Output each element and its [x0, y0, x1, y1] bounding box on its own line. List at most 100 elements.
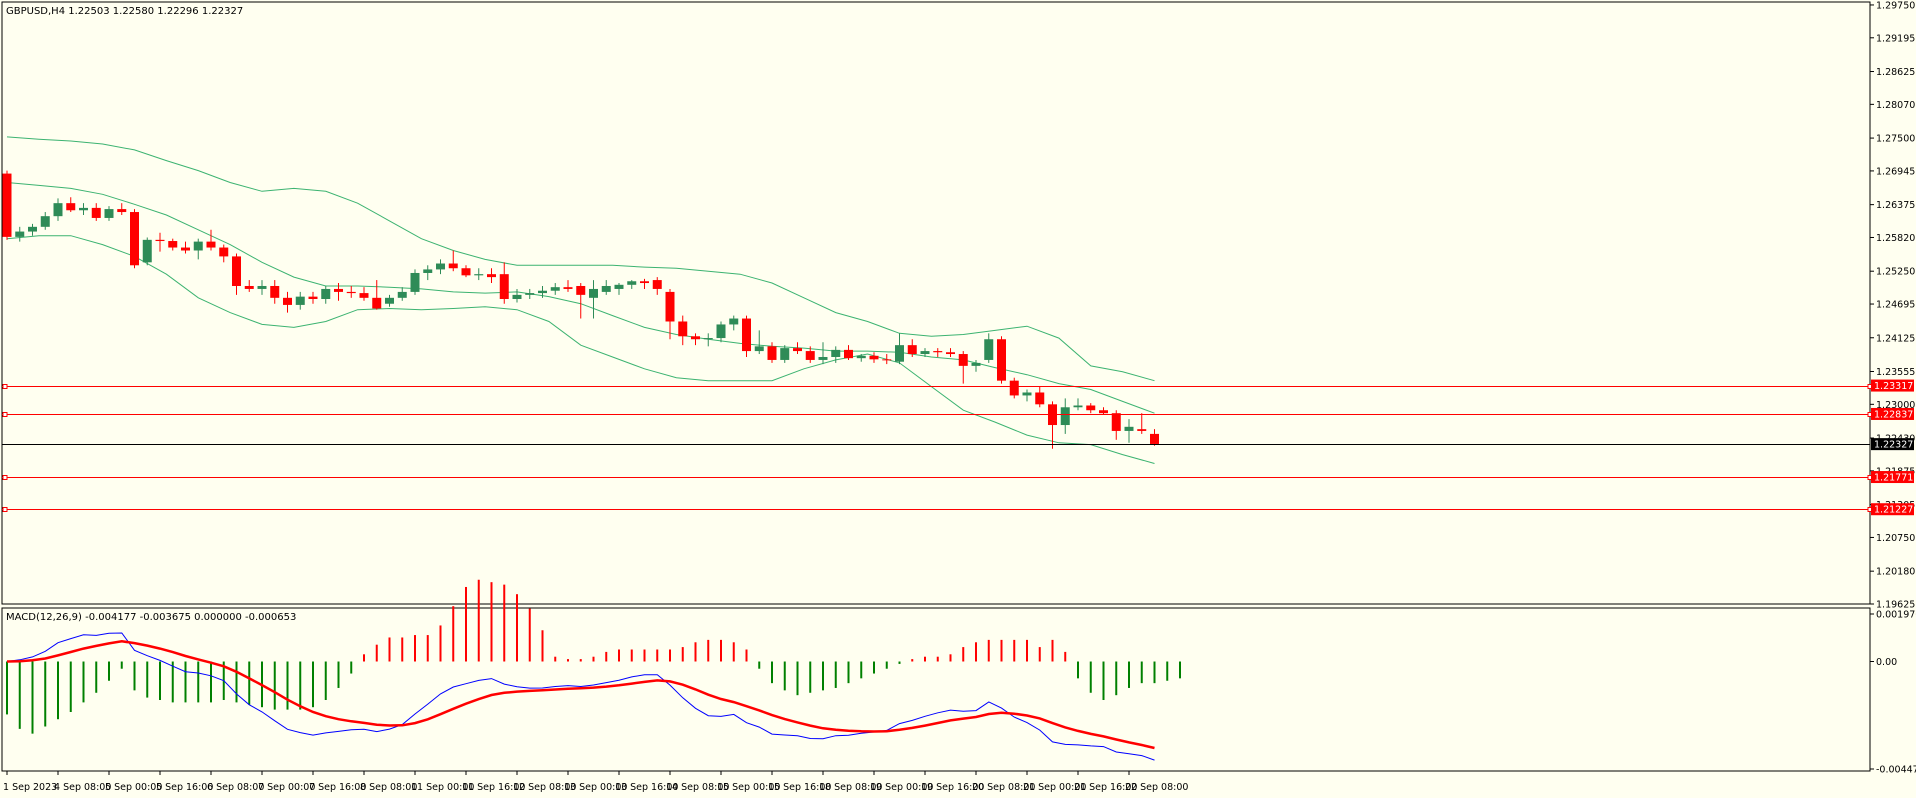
candle-body: [117, 209, 127, 213]
level-tag: [1871, 471, 1914, 484]
candle: [448, 250, 458, 272]
candle-body: [831, 349, 841, 357]
candle-body: [576, 285, 586, 295]
macd-signal-line: [6, 640, 1155, 750]
time-tick-label: 15 Sep 16:00: [768, 782, 831, 793]
candle-body: [652, 280, 662, 289]
candle: [563, 280, 573, 292]
candle-body: [193, 241, 203, 251]
candle: [920, 348, 930, 357]
level-handle[interactable]: [2, 412, 8, 417]
time-tick-label: 11 Sep 16:00: [462, 782, 525, 793]
bollinger-upper-line: [6, 136, 1155, 382]
candle: [270, 280, 280, 304]
candle-body: [907, 345, 917, 355]
candle: [1099, 407, 1108, 415]
level-tag: [1871, 379, 1914, 392]
candle-body: [589, 288, 598, 298]
time-tick-label: 8 Sep 08:00: [360, 782, 417, 793]
candle-body: [66, 203, 76, 211]
candle: [117, 203, 127, 215]
candle-body: [168, 241, 178, 248]
candle: [1137, 413, 1147, 434]
price-tick-label: 1.20180: [1876, 567, 1915, 578]
level-handle[interactable]: [2, 384, 8, 389]
candle-body: [130, 212, 139, 266]
level-handle[interactable]: [2, 475, 8, 480]
level-tag-label: 1.21227: [1874, 505, 1913, 516]
time-tick-label: 13 Sep 16:00: [615, 782, 678, 793]
price-tick-label: 1.27500: [1876, 134, 1915, 145]
candle-body: [627, 281, 637, 285]
candle-body: [563, 287, 573, 289]
candle: [308, 291, 318, 304]
candle: [742, 315, 751, 357]
macd-pane-frame: [1, 607, 1871, 772]
candle-body: [181, 247, 190, 251]
level-tag: [1871, 503, 1914, 516]
candle-body: [1086, 405, 1096, 411]
candle-body: [895, 345, 904, 362]
candle: [1009, 377, 1019, 399]
candle-body: [28, 226, 37, 232]
candle-body: [601, 285, 611, 292]
candle: [232, 253, 241, 295]
candle: [423, 265, 433, 281]
time-tick-label: 21 Sep 16:00: [1074, 782, 1137, 793]
macd-histogram: [6, 579, 1181, 734]
candle-body: [997, 339, 1006, 381]
candle-body: [321, 288, 331, 300]
candle: [257, 280, 267, 295]
candle: [487, 268, 496, 284]
candle: [346, 285, 356, 298]
candle-body: [448, 263, 458, 269]
time-tick-label: 11 Sep 00:00: [411, 782, 474, 793]
candle: [984, 333, 994, 363]
candle: [1073, 398, 1083, 411]
time-tick-label: 20 Sep 08:00: [972, 782, 1035, 793]
candle: [831, 346, 841, 363]
candle-body: [971, 362, 981, 366]
macd-tick-label: -0.00447: [1876, 765, 1916, 776]
candle-body: [346, 291, 356, 294]
candle: [168, 238, 178, 251]
time-tick-label: 5 Sep 16:00: [156, 782, 213, 793]
candle-body: [1124, 426, 1134, 431]
candle: [525, 288, 535, 300]
candle: [640, 278, 649, 289]
candle-body: [920, 351, 930, 355]
level-handle[interactable]: [2, 507, 8, 512]
candle-body: [703, 338, 713, 340]
candle: [283, 291, 292, 313]
candle-body: [525, 293, 535, 295]
price-tick-label: 1.29750: [1876, 0, 1915, 11]
candle-body: [257, 285, 267, 289]
candle: [1150, 429, 1159, 446]
candle: [1086, 403, 1096, 414]
candle: [691, 333, 700, 346]
candle-body: [958, 354, 968, 366]
candle: [295, 291, 305, 310]
candle: [869, 352, 879, 363]
candle-body: [359, 293, 369, 298]
candle: [805, 346, 815, 363]
level-tag: [1871, 407, 1914, 420]
candle-body: [1035, 392, 1045, 405]
candle: [397, 287, 407, 301]
candle: [40, 212, 50, 230]
candle-body: [869, 355, 879, 360]
candle-body: [219, 247, 229, 257]
candle-body: [104, 209, 114, 218]
candle-body: [793, 348, 802, 352]
time-tick-label: 19 Sep 00:00: [870, 782, 933, 793]
horizontal-levels: [2, 384, 1873, 512]
candle-body: [40, 216, 50, 227]
candle-body: [270, 285, 280, 298]
candle: [652, 277, 662, 295]
price-tick-label: 1.23555: [1876, 367, 1915, 378]
price-tick-label: 1.25820: [1876, 233, 1915, 244]
candle-body: [397, 291, 407, 298]
